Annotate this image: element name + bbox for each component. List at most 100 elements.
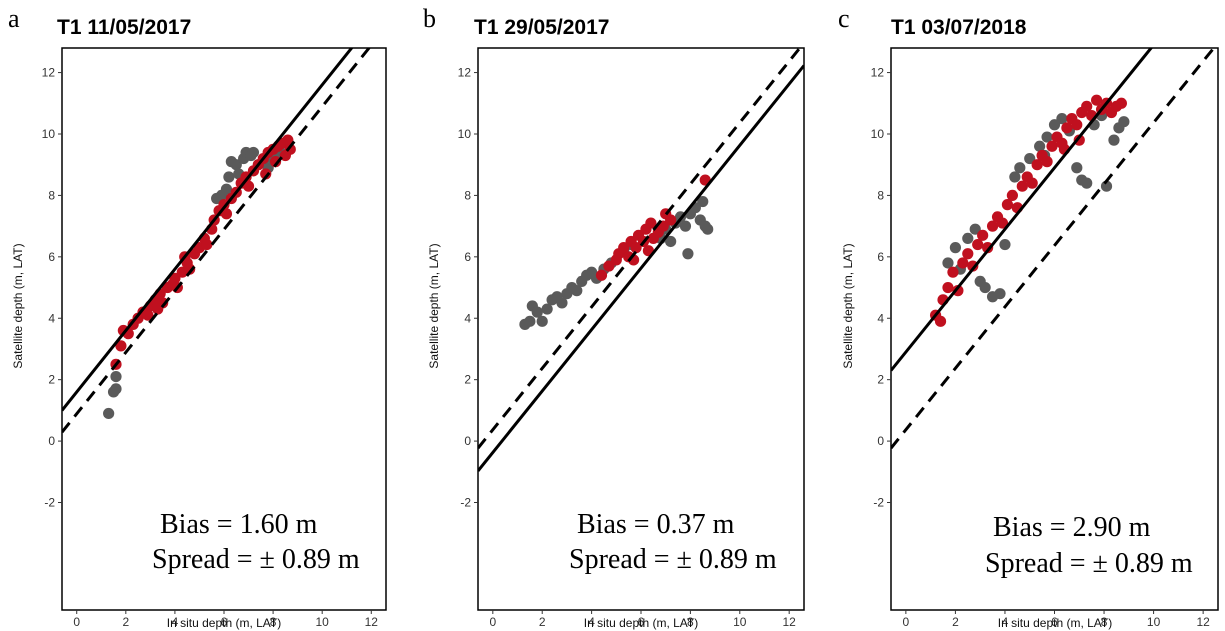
data-point [972, 238, 984, 251]
data-point [618, 242, 630, 254]
x-tick-label: 6 [221, 615, 228, 629]
bias-annotation: Bias = 2.90 m [993, 512, 1151, 543]
data-point [697, 195, 709, 208]
y-tick-label: 8 [877, 188, 884, 202]
data-point [169, 272, 181, 284]
y-tick-label: 4 [877, 311, 884, 325]
data-point [947, 266, 959, 278]
data-point [1115, 97, 1127, 109]
data-point [220, 208, 233, 220]
panel-letter: b [423, 4, 436, 33]
data-point [1041, 131, 1053, 143]
plot-inner [891, 48, 1216, 450]
spread-annotation: Spread = ± 0.89 m [985, 548, 1193, 579]
y-axis-label: Satellite depth (m, LAT) [841, 243, 855, 368]
data-point [1071, 119, 1083, 131]
y-tick-label: -2 [873, 496, 884, 510]
x-tick-label: 2 [122, 615, 129, 629]
panel-a: a T1 11/05/2017 0 2 4 6 8 10 12 -2 0 2 4 6 8 10 12 In … [8, 4, 387, 630]
solid-fit-line [62, 48, 354, 412]
data-point [184, 263, 196, 275]
data-point [942, 281, 954, 294]
data-point [541, 303, 553, 315]
y-tick-label: 12 [871, 66, 885, 80]
data-point [1081, 100, 1093, 112]
data-point [1001, 199, 1014, 211]
data-point [1046, 140, 1058, 152]
y-tick-label: 6 [48, 250, 55, 264]
y-tick-label: 4 [464, 311, 471, 325]
data-point [247, 146, 260, 159]
data-point [556, 297, 568, 309]
data-point [242, 180, 255, 192]
panel-title: T1 11/05/2017 [57, 16, 191, 39]
x-tick-label: 0 [489, 615, 496, 629]
spread-annotation: Spread = ± 0.89 m [569, 544, 777, 575]
plot-inner [478, 48, 804, 472]
data-point [1009, 171, 1021, 183]
y-tick-label: 2 [877, 373, 884, 387]
x-tick-label: 2 [539, 615, 546, 629]
plot-area: 0 2 4 6 8 10 12 -2 0 2 4 6 8 10 12 [871, 47, 1219, 629]
data-point [1073, 134, 1085, 146]
data-point [962, 248, 974, 260]
plot-inner [62, 48, 371, 434]
data-point [536, 315, 548, 327]
data-point [603, 260, 615, 272]
x-tick-label: 6 [1051, 615, 1058, 629]
x-tick-label: 4 [1002, 615, 1009, 629]
data-point [220, 183, 233, 195]
y-tick-label: -2 [44, 496, 55, 510]
data-point [1118, 116, 1130, 128]
data-point [1016, 180, 1028, 192]
data-point [665, 235, 677, 248]
y-tick-label: 10 [42, 127, 56, 141]
y-tick-label: 4 [48, 311, 55, 325]
data-point [982, 242, 994, 254]
bias-annotation: Bias = 1.60 m [160, 509, 318, 540]
data-point [1034, 140, 1046, 152]
data-point [967, 260, 979, 272]
data-point [1081, 177, 1093, 189]
data-point [201, 238, 213, 251]
x-tick-label: 8 [687, 615, 694, 629]
x-tick-label: 2 [952, 615, 959, 629]
y-tick-label: 8 [464, 188, 471, 202]
x-tick-label: 10 [1147, 615, 1161, 629]
panel-title: T1 29/05/2017 [474, 16, 609, 39]
data-point [1071, 162, 1083, 174]
data-point [1031, 159, 1043, 171]
y-tick-label: 0 [464, 434, 471, 448]
y-tick-label: 0 [877, 434, 884, 448]
data-point [962, 232, 974, 245]
plot-area: 0 2 4 6 8 10 12 -2 0 2 4 6 8 10 12 [42, 47, 387, 629]
data-point [1014, 162, 1026, 174]
data-point [949, 242, 962, 254]
solid-fit-line [891, 48, 1154, 372]
data-point [1026, 177, 1038, 189]
data-point [665, 214, 677, 226]
data-point [996, 217, 1009, 229]
data-point [115, 340, 127, 352]
panel-letter: a [8, 4, 20, 33]
y-tick-label: 0 [48, 434, 55, 448]
data-point [630, 242, 642, 254]
x-axis-label: In situ depth (m, LAT) [167, 616, 282, 630]
data-point [952, 285, 964, 297]
panel-title: T1 03/07/2018 [891, 16, 1027, 39]
solid-fit-line [478, 64, 804, 472]
y-tick-label: 10 [871, 127, 885, 141]
data-point [571, 285, 583, 297]
y-axis-label: Satellite depth (m, LAT) [11, 243, 25, 368]
data-point [1108, 134, 1120, 146]
panel-b: b T1 29/05/2017 0 2 4 6 8 10 12 -2 0 2 4 6 8 10 12 In … [423, 4, 805, 630]
x-tick-label: 10 [316, 615, 330, 629]
y-tick-label: 10 [458, 127, 472, 141]
dashed-reference-line [62, 48, 371, 434]
data-point [969, 223, 981, 235]
y-tick-label: 12 [458, 66, 472, 80]
data-point [979, 281, 991, 294]
data-point [1056, 113, 1068, 125]
dashed-reference-line [478, 48, 802, 450]
x-axis-label: In situ depth (m, LAT) [998, 616, 1113, 630]
